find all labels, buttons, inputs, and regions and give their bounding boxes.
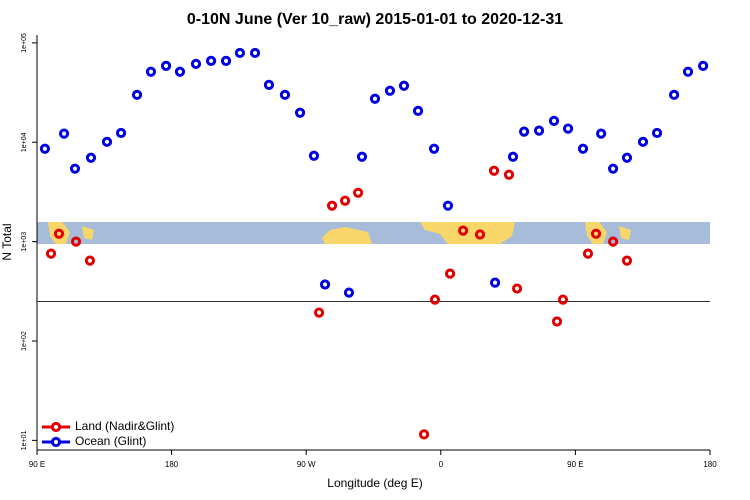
- x-tick-label: 90 E: [29, 460, 45, 469]
- point: [562, 123, 574, 134]
- x-axis-label: Longitude (deg E): [327, 476, 422, 490]
- y-tick-label: 1e+03: [21, 232, 28, 252]
- point: [313, 307, 325, 318]
- point: [621, 152, 633, 163]
- chart-title: 0-10N June (Ver 10_raw) 2015-01-01 to 20…: [187, 11, 563, 28]
- point: [174, 66, 186, 77]
- point: [474, 229, 486, 240]
- point: [369, 93, 381, 104]
- point: [131, 89, 143, 100]
- y-tick-label: 1e+01: [21, 430, 28, 450]
- point: [53, 228, 65, 239]
- point: [457, 225, 469, 236]
- point: [352, 187, 364, 198]
- point: [682, 66, 694, 77]
- point: [279, 89, 291, 100]
- point: [519, 126, 530, 137]
- point: [651, 127, 663, 139]
- point: [590, 228, 602, 239]
- point: [234, 47, 246, 59]
- point: [418, 429, 430, 440]
- point: [326, 200, 338, 211]
- point: [557, 294, 569, 305]
- point: [205, 55, 217, 66]
- x-tick-label: 180: [703, 460, 717, 469]
- point: [356, 151, 368, 162]
- point: [551, 316, 563, 327]
- point: [577, 143, 589, 154]
- y-axis-label: N Total: [0, 223, 14, 260]
- legend-marker: [50, 421, 62, 433]
- point: [489, 277, 501, 288]
- point: [384, 85, 396, 96]
- point: [669, 89, 680, 100]
- point: [101, 136, 113, 147]
- point: [190, 58, 202, 69]
- point: [160, 60, 172, 71]
- point: [607, 163, 619, 174]
- x-tick-label: 90 W: [297, 460, 316, 469]
- point: [637, 136, 649, 147]
- point: [488, 165, 500, 176]
- point: [442, 200, 454, 211]
- point: [45, 248, 57, 259]
- point: [507, 151, 519, 162]
- point: [58, 128, 70, 139]
- y-tick-label: 1e+02: [21, 331, 28, 351]
- point: [84, 255, 96, 266]
- point: [339, 195, 351, 206]
- point: [308, 150, 320, 161]
- point: [115, 127, 127, 139]
- point: [263, 79, 275, 90]
- legend-label: Ocean (Glint): [75, 434, 146, 448]
- point: [607, 236, 619, 247]
- point: [503, 169, 515, 180]
- point: [145, 66, 157, 77]
- point: [249, 47, 261, 59]
- point: [698, 60, 709, 71]
- x-tick-label: 180: [165, 460, 179, 469]
- point: [220, 55, 232, 66]
- y-tick-label: 1e+05: [21, 33, 28, 53]
- point: [444, 268, 456, 279]
- point: [343, 287, 355, 298]
- point: [39, 143, 51, 154]
- point: [69, 163, 81, 174]
- point: [621, 255, 633, 266]
- point: [70, 236, 82, 247]
- point: [511, 283, 523, 294]
- point: [85, 152, 97, 163]
- point: [533, 125, 545, 136]
- point: [294, 107, 306, 118]
- point: [429, 294, 441, 305]
- point: [398, 80, 410, 91]
- legend-label: Land (Nadir&Glint): [75, 419, 174, 433]
- x-tick-label: 90 E: [567, 460, 583, 469]
- point: [412, 105, 424, 116]
- y-tick-label: 1e+04: [21, 132, 28, 152]
- point: [582, 248, 594, 259]
- point: [319, 279, 331, 290]
- point: [596, 128, 607, 139]
- x-tick-label: 0: [439, 460, 444, 469]
- point: [428, 143, 440, 154]
- point: [548, 115, 560, 126]
- legend-marker: [50, 436, 62, 448]
